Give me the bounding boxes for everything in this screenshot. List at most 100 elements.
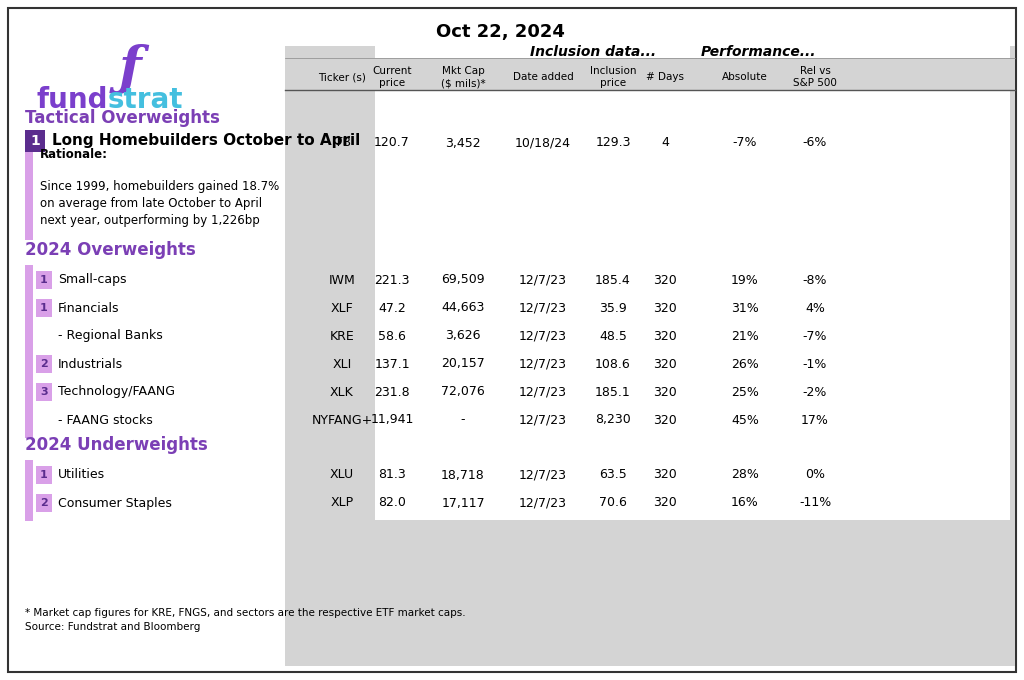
Text: 17,117: 17,117 xyxy=(441,496,484,509)
Text: 4: 4 xyxy=(662,137,669,150)
FancyBboxPatch shape xyxy=(36,383,52,401)
Text: Rationale:: Rationale: xyxy=(40,148,108,162)
Text: XLU: XLU xyxy=(330,469,354,481)
Text: 2024 Underweights: 2024 Underweights xyxy=(25,436,208,454)
Text: # Days: # Days xyxy=(646,72,684,82)
Text: Date added: Date added xyxy=(513,72,573,82)
Text: 31%: 31% xyxy=(731,301,759,314)
Text: 2: 2 xyxy=(40,359,48,369)
Text: Inclusion
price: Inclusion price xyxy=(590,66,636,88)
Text: 72,076: 72,076 xyxy=(441,386,485,398)
Text: Financials: Financials xyxy=(58,301,120,314)
Text: Consumer Staples: Consumer Staples xyxy=(58,496,172,509)
Text: XLF: XLF xyxy=(331,301,353,314)
Text: -8%: -8% xyxy=(803,273,827,286)
Text: Current
price: Current price xyxy=(373,66,412,88)
Text: -6%: -6% xyxy=(803,137,827,150)
Text: 1: 1 xyxy=(40,470,48,480)
Text: 320: 320 xyxy=(653,273,677,286)
Text: 81.3: 81.3 xyxy=(378,469,406,481)
Text: 16%: 16% xyxy=(731,496,759,509)
Text: 21%: 21% xyxy=(731,330,759,343)
Text: 82.0: 82.0 xyxy=(378,496,406,509)
Text: 231.8: 231.8 xyxy=(374,386,410,398)
Text: 12/7/23: 12/7/23 xyxy=(519,358,567,371)
Text: 47.2: 47.2 xyxy=(378,301,406,314)
Text: - Regional Banks: - Regional Banks xyxy=(58,330,163,343)
FancyBboxPatch shape xyxy=(36,355,52,373)
Text: strat: strat xyxy=(108,86,183,114)
Text: 320: 320 xyxy=(653,413,677,426)
Text: 137.1: 137.1 xyxy=(374,358,410,371)
Text: 4%: 4% xyxy=(805,301,825,314)
Text: Absolute: Absolute xyxy=(722,72,768,82)
Text: Inclusion data...: Inclusion data... xyxy=(530,45,656,59)
Text: * Market cap figures for KRE, FNGS, and sectors are the respective ETF market ca: * Market cap figures for KRE, FNGS, and … xyxy=(25,608,466,632)
Text: 8,230: 8,230 xyxy=(595,413,631,426)
Text: 10/18/24: 10/18/24 xyxy=(515,137,571,150)
Text: KRE: KRE xyxy=(330,330,354,343)
Text: -1%: -1% xyxy=(803,358,827,371)
Text: 28%: 28% xyxy=(731,469,759,481)
Text: Ticker (s): Ticker (s) xyxy=(318,72,366,82)
Text: Rel vs
S&P 500: Rel vs S&P 500 xyxy=(793,66,837,88)
Text: 3: 3 xyxy=(40,387,48,397)
Text: 120.7: 120.7 xyxy=(374,137,410,150)
Text: -7%: -7% xyxy=(803,330,827,343)
Text: 1: 1 xyxy=(40,303,48,313)
Text: 12/7/23: 12/7/23 xyxy=(519,301,567,314)
Text: 129.3: 129.3 xyxy=(595,137,631,150)
Text: 2024 Overweights: 2024 Overweights xyxy=(25,241,196,259)
Text: Utilities: Utilities xyxy=(58,469,105,481)
Text: 18,718: 18,718 xyxy=(441,469,485,481)
Text: 12/7/23: 12/7/23 xyxy=(519,469,567,481)
Text: 2: 2 xyxy=(40,498,48,508)
FancyBboxPatch shape xyxy=(36,271,52,289)
FancyBboxPatch shape xyxy=(36,466,52,484)
Text: 3,626: 3,626 xyxy=(445,330,480,343)
Text: 70.6: 70.6 xyxy=(599,496,627,509)
Text: Long Homebuilders October to April: Long Homebuilders October to April xyxy=(52,133,360,148)
Text: Performance...: Performance... xyxy=(700,45,816,59)
Text: 3,452: 3,452 xyxy=(445,137,481,150)
Text: Small-caps: Small-caps xyxy=(58,273,127,286)
Text: 185.4: 185.4 xyxy=(595,273,631,286)
Text: 320: 320 xyxy=(653,330,677,343)
Text: NYFANG+: NYFANG+ xyxy=(311,413,373,426)
Text: 221.3: 221.3 xyxy=(374,273,410,286)
Text: 17%: 17% xyxy=(801,413,829,426)
Text: 69,509: 69,509 xyxy=(441,273,484,286)
Text: 320: 320 xyxy=(653,469,677,481)
Text: Technology/FAANG: Technology/FAANG xyxy=(58,386,175,398)
Text: 185.1: 185.1 xyxy=(595,386,631,398)
Bar xyxy=(25,460,33,521)
Bar xyxy=(25,150,33,240)
Text: XLK: XLK xyxy=(330,386,354,398)
Text: 1: 1 xyxy=(30,134,40,148)
Text: 320: 320 xyxy=(653,496,677,509)
Text: XLI: XLI xyxy=(333,358,351,371)
Text: ƒ: ƒ xyxy=(119,44,141,95)
Text: Mkt Cap
($ mils)*: Mkt Cap ($ mils)* xyxy=(440,66,485,88)
Text: Since 1999, homebuilders gained 18.7%
on average from late October to April
next: Since 1999, homebuilders gained 18.7% on… xyxy=(40,180,280,227)
Text: -2%: -2% xyxy=(803,386,827,398)
Text: 25%: 25% xyxy=(731,386,759,398)
Text: fund: fund xyxy=(37,86,108,114)
Text: 26%: 26% xyxy=(731,358,759,371)
Text: 1: 1 xyxy=(40,275,48,285)
Text: 48.5: 48.5 xyxy=(599,330,627,343)
Text: 44,663: 44,663 xyxy=(441,301,484,314)
Text: - FAANG stocks: - FAANG stocks xyxy=(58,413,153,426)
FancyBboxPatch shape xyxy=(36,494,52,512)
Text: 63.5: 63.5 xyxy=(599,469,627,481)
Text: 320: 320 xyxy=(653,358,677,371)
Text: 12/7/23: 12/7/23 xyxy=(519,273,567,286)
Text: 11,941: 11,941 xyxy=(371,413,414,426)
Text: 45%: 45% xyxy=(731,413,759,426)
FancyBboxPatch shape xyxy=(8,8,1016,672)
Text: 12/7/23: 12/7/23 xyxy=(519,496,567,509)
FancyBboxPatch shape xyxy=(25,130,45,152)
Text: XLP: XLP xyxy=(331,496,353,509)
Text: 35.9: 35.9 xyxy=(599,301,627,314)
FancyBboxPatch shape xyxy=(36,299,52,317)
